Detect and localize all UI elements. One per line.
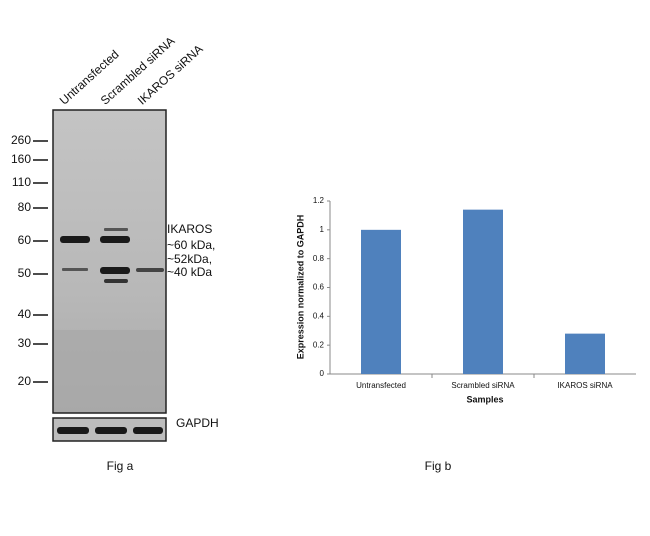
x-tick-label: Untransfected (356, 381, 406, 390)
lane-label: IKAROS siRNA (135, 42, 206, 108)
y-tick-label: 0.2 (313, 340, 325, 349)
caption: Fig b (425, 459, 452, 473)
y-tick-label: 0.6 (313, 283, 325, 292)
x-axis-label: Samples (466, 394, 503, 404)
y-axis-label: Expression normalized to GAPDH (295, 215, 305, 360)
band-annotation: IKAROS (167, 222, 212, 236)
marker-label: 80 (18, 200, 32, 214)
bands (60, 228, 164, 283)
bar (463, 209, 503, 374)
band-annotation: ~40 kDa (167, 265, 212, 279)
y-tick-label: 1.2 (313, 196, 325, 205)
marker-label: 160 (11, 152, 31, 166)
x-tick-label: IKAROS siRNA (557, 381, 613, 390)
bar (361, 229, 401, 374)
y-tick-label: 0.4 (313, 311, 325, 320)
loading-control-label: GAPDH (176, 416, 219, 430)
bar (565, 333, 605, 374)
marker-label: 260 (11, 133, 31, 147)
caption: Fig a (107, 459, 134, 473)
gapdh-bands (57, 427, 163, 434)
marker-label: 50 (18, 266, 32, 280)
y-tick-label: 0 (320, 369, 325, 378)
marker-label: 20 (18, 374, 32, 388)
marker-label: 60 (18, 233, 32, 247)
marker-label: 30 (18, 336, 32, 350)
band-annotation: ~52kDa, (167, 252, 212, 266)
x-tick-label: Scrambled siRNA (451, 381, 515, 390)
y-tick-label: 0.8 (313, 254, 325, 263)
blot-smear (54, 330, 165, 412)
band-annotation: ~60 kDa, (167, 238, 215, 252)
y-tick-label: 1 (320, 225, 325, 234)
marker-label: 110 (12, 175, 31, 189)
marker-label: 40 (18, 307, 32, 321)
